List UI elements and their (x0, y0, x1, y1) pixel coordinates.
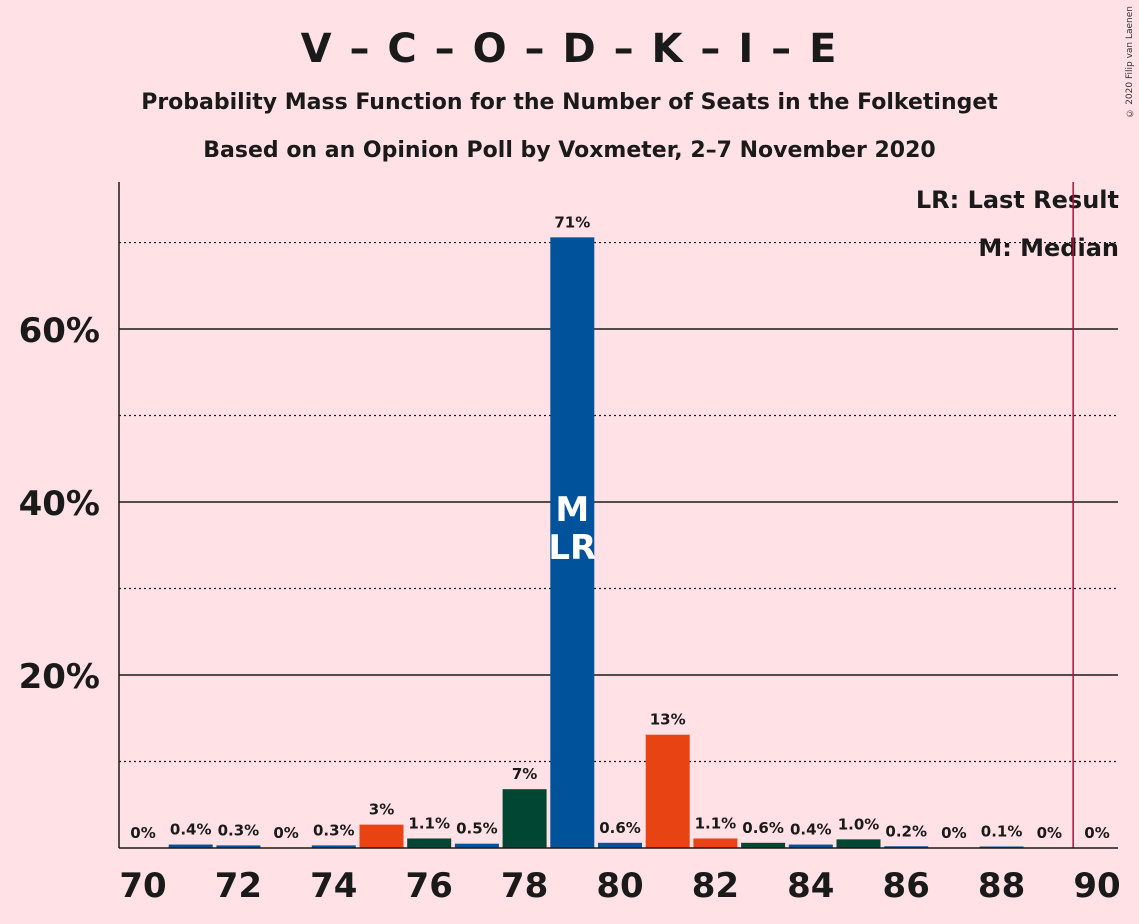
y-tick-label: 20% (19, 657, 100, 697)
bar-seat-86 (884, 846, 929, 848)
x-tick-label: 74 (310, 866, 357, 906)
data-label: 0.2% (885, 822, 927, 840)
data-label: 0% (130, 824, 155, 842)
data-label: 0% (1084, 824, 1109, 842)
chart-title: V – C – O – D – K – I – E (300, 26, 839, 72)
data-label: 0.4% (170, 821, 212, 839)
bar-seat-82 (693, 838, 738, 848)
data-label: 0.3% (313, 821, 355, 839)
x-tick-label: 88 (978, 866, 1025, 906)
bar-seat-74 (311, 845, 356, 848)
chart-subtitle: Probability Mass Function for the Number… (141, 90, 998, 115)
bar-seat-81 (645, 734, 690, 848)
data-label: 0% (273, 824, 298, 842)
bar-seat-79 (550, 237, 595, 849)
x-tick-label: 86 (883, 866, 930, 906)
bar-seat-77 (454, 843, 499, 848)
chart-subtitle-source: Based on an Opinion Poll by Voxmeter, 2–… (203, 138, 936, 163)
bar-seat-75 (359, 824, 404, 848)
x-tick-label: 72 (215, 866, 262, 906)
bar-seat-78 (502, 789, 547, 848)
data-label: 71% (554, 213, 590, 231)
data-label: 0.3% (218, 821, 260, 839)
x-tick-label: 80 (596, 866, 643, 906)
y-tick-label: 60% (19, 311, 100, 351)
legend-last-result: LR: Last Result (915, 186, 1119, 214)
bar-seat-84 (788, 844, 833, 848)
data-label: 7% (512, 765, 537, 783)
x-tick-label: 82 (692, 866, 739, 906)
median-marker: M (555, 490, 589, 530)
data-label: 1.0% (838, 815, 880, 833)
bar-seat-76 (407, 838, 452, 848)
x-tick-label: 78 (501, 866, 548, 906)
data-label: 1.1% (408, 814, 450, 832)
x-tick-label: 90 (1073, 866, 1120, 906)
data-label: 0% (1037, 824, 1062, 842)
bar-seat-83 (741, 842, 786, 848)
x-tick-label: 84 (787, 866, 834, 906)
bar-seat-85 (836, 839, 881, 848)
data-label: 0% (941, 824, 966, 842)
data-label: 1.1% (695, 814, 737, 832)
data-label: 13% (650, 711, 686, 729)
bar-seat-72 (216, 845, 261, 848)
data-label: 0.5% (456, 820, 498, 838)
bar-seat-80 (598, 842, 642, 848)
data-label: 3% (369, 801, 394, 819)
last-result-marker: LR (548, 528, 596, 568)
x-tick-label: 70 (119, 866, 166, 906)
legend-median: M: Median (978, 234, 1119, 262)
data-label: 0.1% (981, 823, 1023, 841)
bar-seat-71 (168, 844, 213, 848)
data-label: 0.6% (742, 819, 784, 837)
y-tick-label: 40% (19, 484, 100, 524)
x-tick-label: 76 (406, 866, 453, 906)
data-label: 0.6% (599, 819, 641, 837)
data-label: 0.4% (790, 821, 832, 839)
